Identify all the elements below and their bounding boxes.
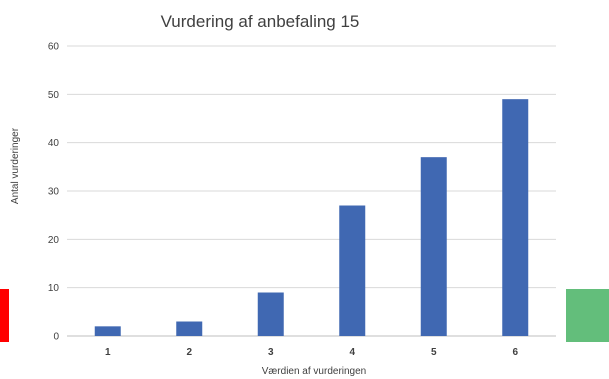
y-tick-label: 60 <box>48 42 60 53</box>
y-tick-label: 40 <box>48 138 60 149</box>
x-axis-title: Værdien af vurderingen <box>262 366 367 377</box>
x-tick-label: 2 <box>186 347 192 358</box>
bar-1 <box>94 326 121 336</box>
x-tick-label: 4 <box>349 347 355 358</box>
y-tick-label: 20 <box>48 235 60 246</box>
left-red-marker <box>0 289 9 342</box>
x-tick-label: 5 <box>431 347 437 358</box>
x-tick-label: 3 <box>268 347 274 358</box>
y-tick-label: 30 <box>48 187 60 198</box>
y-tick-label: 50 <box>48 90 60 101</box>
gridlines <box>67 45 556 337</box>
bar-5 <box>420 157 447 336</box>
x-tick-label: 6 <box>512 347 518 358</box>
y-tick-label: 0 <box>53 332 59 343</box>
y-tick-labels: 0 10 20 30 40 50 60 <box>48 42 60 343</box>
right-green-marker <box>566 289 609 342</box>
bar-4 <box>339 205 366 336</box>
x-tick-labels: 1 2 3 4 5 6 <box>105 347 519 358</box>
chart-title: Vurdering af anbefaling 15 <box>161 12 360 31</box>
y-axis-title: Antal vurderinger <box>10 127 21 204</box>
bar-2 <box>176 321 203 336</box>
x-tick-label: 1 <box>105 347 111 358</box>
y-tick-label: 10 <box>48 283 60 294</box>
bar-6 <box>502 99 529 337</box>
bar-3 <box>257 292 284 336</box>
bars <box>94 99 529 337</box>
